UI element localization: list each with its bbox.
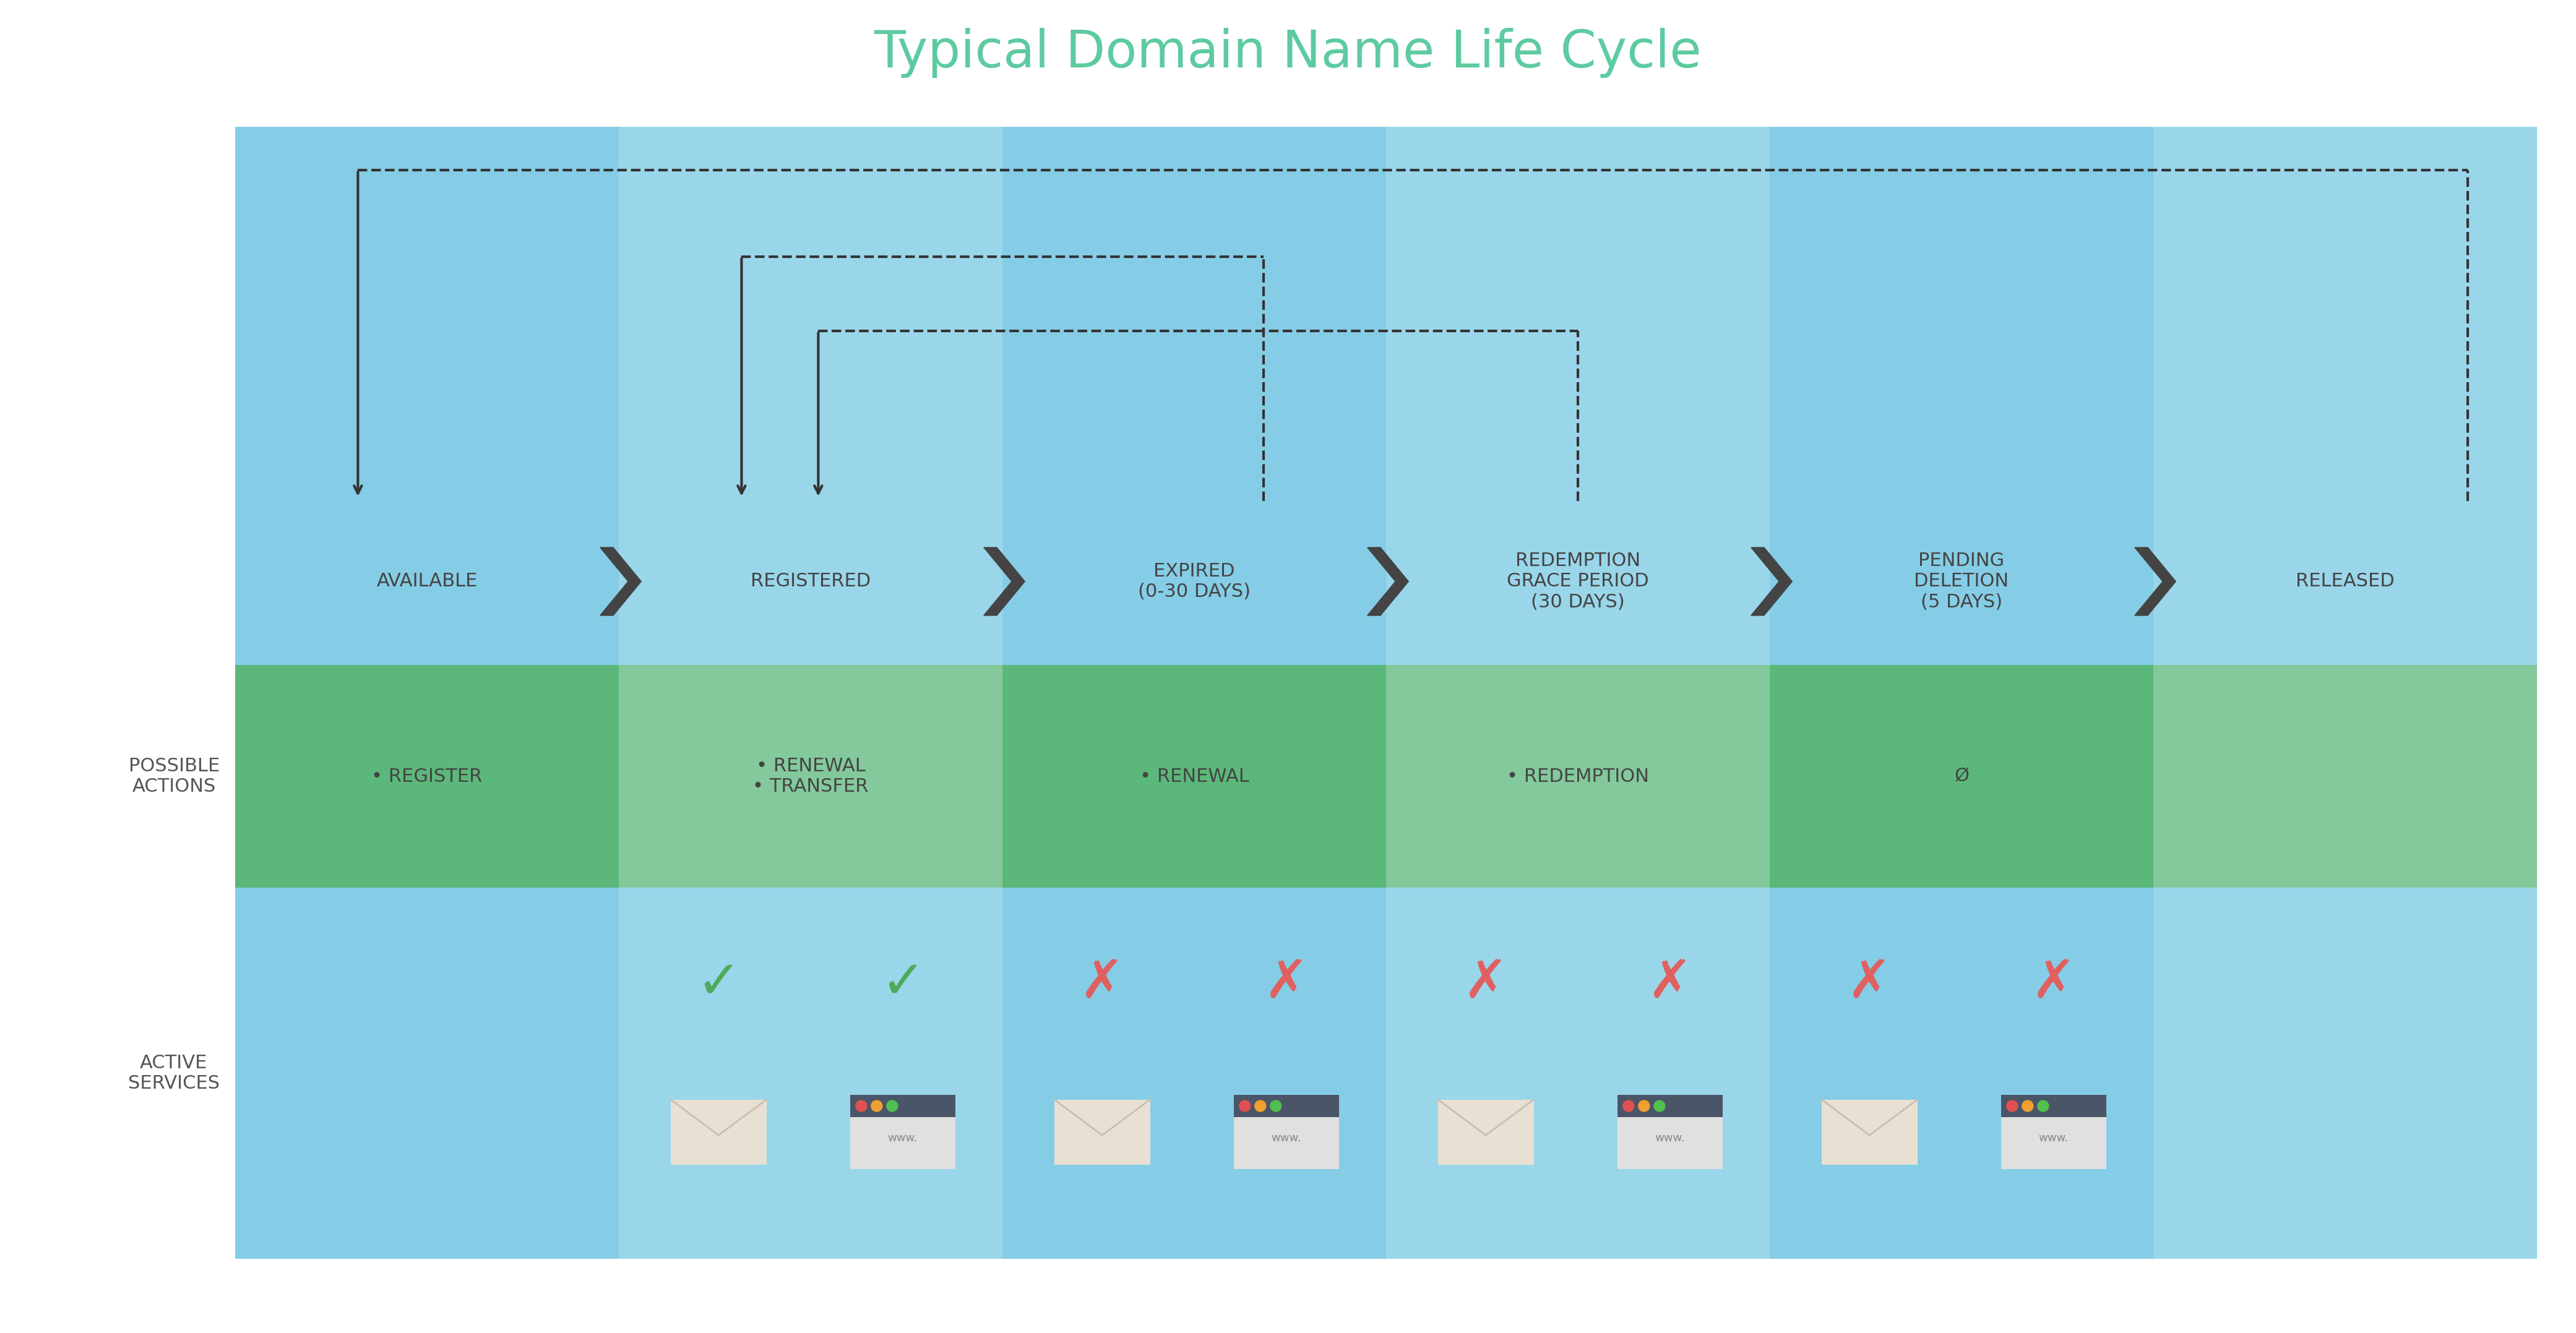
Text: Ø: Ø bbox=[1955, 768, 1968, 785]
Bar bbox=[618, 888, 1002, 1258]
Text: ✓: ✓ bbox=[696, 958, 742, 1009]
Text: AVAILABLE: AVAILABLE bbox=[376, 572, 477, 591]
Polygon shape bbox=[1368, 548, 1409, 616]
Circle shape bbox=[1638, 1101, 1649, 1112]
Bar bbox=[2154, 665, 2537, 888]
Text: www.: www. bbox=[2038, 1132, 2069, 1144]
Text: POSSIBLE
ACTIONS: POSSIBLE ACTIONS bbox=[129, 757, 219, 796]
Bar bbox=[2154, 888, 2537, 1258]
Bar bbox=[1234, 1094, 1340, 1169]
Polygon shape bbox=[984, 548, 1025, 616]
Text: • RENEWAL: • RENEWAL bbox=[1139, 768, 1249, 785]
Text: www.: www. bbox=[889, 1132, 917, 1144]
Circle shape bbox=[1239, 1101, 1249, 1112]
Circle shape bbox=[855, 1101, 866, 1112]
Bar bbox=[1821, 1100, 1917, 1165]
Text: • REDEMPTION: • REDEMPTION bbox=[1507, 768, 1649, 785]
Bar bbox=[1437, 1100, 1533, 1165]
Circle shape bbox=[2007, 1101, 2017, 1112]
Bar bbox=[670, 1100, 768, 1165]
Text: ✗: ✗ bbox=[1847, 958, 1891, 1009]
Text: ✗: ✗ bbox=[1265, 958, 1309, 1009]
Text: Typical Domain Name Life Cycle: Typical Domain Name Life Cycle bbox=[873, 28, 1703, 77]
Bar bbox=[618, 665, 1002, 888]
Text: ✗: ✗ bbox=[2032, 958, 2076, 1009]
Text: ✗: ✗ bbox=[1463, 958, 1507, 1009]
Circle shape bbox=[871, 1101, 881, 1112]
Circle shape bbox=[2038, 1101, 2048, 1112]
Circle shape bbox=[2022, 1101, 2032, 1112]
Bar bbox=[850, 1094, 956, 1169]
Bar bbox=[1234, 1094, 1340, 1117]
Bar bbox=[850, 1094, 956, 1117]
Text: • RENEWAL
• TRANSFER: • RENEWAL • TRANSFER bbox=[752, 757, 868, 796]
Bar bbox=[1386, 888, 1770, 1258]
Text: REDEMPTION
GRACE PERIOD
(30 DAYS): REDEMPTION GRACE PERIOD (30 DAYS) bbox=[1507, 552, 1649, 612]
Bar bbox=[618, 127, 1002, 665]
Text: www.: www. bbox=[1654, 1132, 1685, 1144]
Circle shape bbox=[1270, 1101, 1280, 1112]
Text: www.: www. bbox=[1273, 1132, 1301, 1144]
Bar bbox=[1618, 1094, 1723, 1169]
Bar bbox=[1386, 127, 1770, 665]
Bar bbox=[234, 665, 2537, 888]
Text: PENDING
DELETION
(5 DAYS): PENDING DELETION (5 DAYS) bbox=[1914, 552, 2009, 612]
Text: REGISTERED: REGISTERED bbox=[750, 572, 871, 591]
Text: ✓: ✓ bbox=[881, 958, 925, 1009]
Polygon shape bbox=[1752, 548, 1793, 616]
Circle shape bbox=[886, 1101, 896, 1112]
Circle shape bbox=[1623, 1101, 1633, 1112]
Bar bbox=[1386, 665, 1770, 888]
Text: • REGISTER: • REGISTER bbox=[371, 768, 482, 785]
Bar bbox=[234, 127, 2537, 1258]
Text: RELEASED: RELEASED bbox=[2295, 572, 2396, 591]
Polygon shape bbox=[2136, 548, 2177, 616]
Bar bbox=[1054, 1100, 1149, 1165]
Polygon shape bbox=[600, 548, 641, 616]
Bar bbox=[1618, 1094, 1723, 1117]
Bar bbox=[2154, 127, 2537, 665]
Text: ACTIVE
SERVICES: ACTIVE SERVICES bbox=[129, 1054, 219, 1093]
Circle shape bbox=[1654, 1101, 1664, 1112]
Text: EXPIRED
(0-30 DAYS): EXPIRED (0-30 DAYS) bbox=[1139, 563, 1249, 601]
Bar bbox=[2002, 1094, 2107, 1117]
Text: ✗: ✗ bbox=[1649, 958, 1692, 1009]
Circle shape bbox=[1255, 1101, 1265, 1112]
Text: ✗: ✗ bbox=[1079, 958, 1126, 1009]
Bar bbox=[2002, 1094, 2107, 1169]
